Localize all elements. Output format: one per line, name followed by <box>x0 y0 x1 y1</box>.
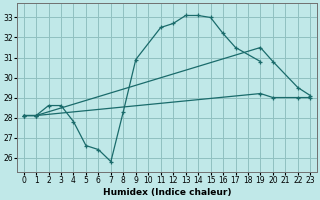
X-axis label: Humidex (Indice chaleur): Humidex (Indice chaleur) <box>103 188 231 197</box>
